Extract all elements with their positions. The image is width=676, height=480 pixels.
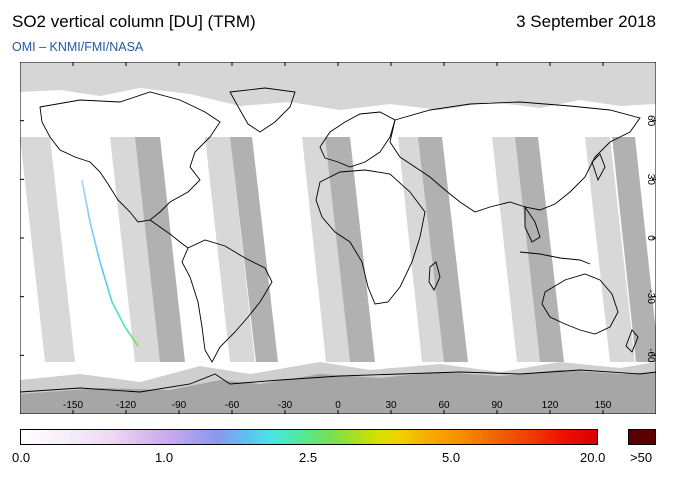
- orbit-swaths: [20, 137, 656, 362]
- swath: [325, 137, 375, 362]
- europe-coast: [319, 111, 396, 168]
- colorbar-label-2: 2.5: [299, 450, 318, 465]
- axis-ticks: -150 -120 -90 -60 -30 0 30 60 90 120 150 -150 -120 -9…: [20, 62, 656, 414]
- swath: [230, 137, 278, 362]
- top-tick-label: 30: [385, 62, 397, 63]
- swath: [110, 137, 165, 362]
- map-panel: -150 -120 -90 -60 -30 0 30 60 90 120 150 -150 -120 -9…: [20, 62, 656, 414]
- colorbar-overflow-label: >50: [630, 450, 653, 465]
- colorbar-label-0: 0.0: [12, 450, 31, 465]
- central-america-coast: [149, 219, 189, 249]
- bottom-tick-label: 120: [542, 400, 559, 411]
- north-america-coast: [39, 91, 221, 223]
- colorbar-label-3: 5.0: [442, 450, 461, 465]
- page-title: SO2 vertical column [DU] (TRM): [12, 12, 256, 31]
- bottom-tick-label: -120: [116, 400, 136, 411]
- top-tick-label: 90: [491, 62, 503, 63]
- bottom-tick-label: -90: [172, 400, 187, 411]
- north-nodata-region: [20, 62, 656, 110]
- swath: [585, 137, 635, 362]
- credit-label: OMI – KNMI/FMI/NASA: [12, 40, 144, 54]
- africa-coast: [315, 169, 426, 305]
- japan-coast: [591, 153, 606, 182]
- date-label: 3 September 2018: [516, 12, 656, 31]
- swath: [302, 137, 350, 362]
- colorbar-label-1: 1.0: [155, 450, 174, 465]
- coastlines: [20, 87, 656, 393]
- top-tick-label: 150: [595, 62, 612, 63]
- swath: [515, 137, 564, 362]
- antarctica-region: [20, 370, 656, 414]
- right-tick-label: 0: [645, 235, 656, 241]
- antarctica-coast: [20, 369, 656, 393]
- indonesia-coast: [519, 251, 591, 265]
- asia-coast: [389, 101, 641, 213]
- colorbar-label-4: 20.0: [580, 450, 606, 465]
- swath: [398, 137, 445, 362]
- right-tick-label: -30: [645, 289, 656, 304]
- colorbar: [20, 429, 598, 445]
- swath: [20, 137, 75, 362]
- bottom-tick-label: -60: [225, 400, 240, 411]
- south-america-coast: [181, 239, 273, 363]
- swath: [612, 137, 656, 362]
- right-tick-label: -60: [645, 348, 656, 363]
- swath: [492, 137, 540, 362]
- bottom-tick-label: 30: [385, 400, 397, 411]
- right-tick-label: 60: [645, 115, 656, 127]
- top-tick-label: -90: [172, 62, 187, 63]
- bottom-tick-label: -150: [63, 400, 83, 411]
- top-tick-label: -150: [63, 62, 83, 63]
- greenland-coast: [229, 87, 296, 133]
- top-tick-label: 60: [438, 62, 450, 63]
- top-tick-label: 120: [542, 62, 559, 63]
- top-tick-label: -120: [116, 62, 136, 63]
- colorbar-overflow-swatch: [628, 429, 656, 445]
- australia-coast: [541, 273, 619, 335]
- bottom-tick-label: 60: [438, 400, 450, 411]
- bottom-tick-label: -30: [278, 400, 293, 411]
- top-tick-label: 0: [335, 62, 341, 63]
- so2-trace: [81, 179, 139, 347]
- new-zealand-coast: [625, 329, 639, 353]
- bottom-tick-label: 150: [595, 400, 612, 411]
- right-tick-label: 30: [645, 174, 656, 186]
- indochina-coast: [524, 205, 541, 243]
- bottom-tick-label: 90: [491, 400, 503, 411]
- bottom-tick-label: 0: [335, 400, 341, 411]
- swath: [418, 137, 468, 362]
- top-tick-label: -30: [278, 62, 293, 63]
- world-map: -150 -120 -90 -60 -30 0 30 60 90 120 150 -150 -120 -9…: [20, 62, 656, 414]
- top-tick-label: -60: [225, 62, 240, 63]
- swath: [135, 137, 185, 362]
- madagascar-coast: [428, 261, 441, 291]
